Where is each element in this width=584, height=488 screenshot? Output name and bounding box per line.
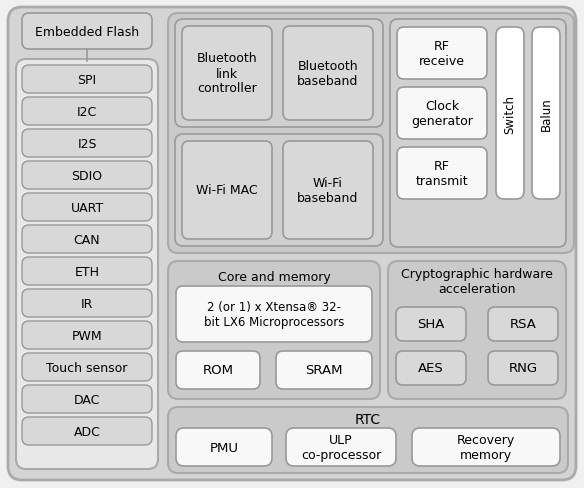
Text: Bluetooth
baseband: Bluetooth baseband (297, 60, 359, 88)
FancyBboxPatch shape (175, 135, 383, 246)
FancyBboxPatch shape (16, 60, 158, 469)
Text: RTC: RTC (355, 412, 381, 426)
FancyBboxPatch shape (22, 258, 152, 285)
FancyBboxPatch shape (488, 351, 558, 385)
Text: Wi-Fi
baseband: Wi-Fi baseband (297, 177, 359, 204)
FancyBboxPatch shape (22, 162, 152, 190)
FancyBboxPatch shape (390, 20, 566, 247)
Text: AES: AES (418, 362, 444, 375)
Text: SDIO: SDIO (71, 169, 103, 182)
Text: IR: IR (81, 297, 93, 310)
FancyBboxPatch shape (182, 142, 272, 240)
FancyBboxPatch shape (488, 307, 558, 341)
FancyBboxPatch shape (22, 385, 152, 413)
Text: I2S: I2S (77, 137, 97, 150)
FancyBboxPatch shape (176, 428, 272, 466)
FancyBboxPatch shape (176, 351, 260, 389)
Text: Bluetooth
link
controller: Bluetooth link controller (197, 52, 258, 95)
FancyBboxPatch shape (168, 262, 380, 399)
FancyBboxPatch shape (168, 14, 574, 253)
Text: Balun: Balun (540, 97, 552, 131)
Text: Clock
generator: Clock generator (411, 100, 473, 128)
Text: RF
receive: RF receive (419, 40, 465, 68)
Text: Switch: Switch (503, 94, 516, 133)
Text: SPI: SPI (78, 73, 96, 86)
Text: 2 (or 1) x Xtensa® 32-
bit LX6 Microprocessors: 2 (or 1) x Xtensa® 32- bit LX6 Microproc… (204, 301, 344, 328)
Text: SRAM: SRAM (305, 364, 343, 377)
FancyBboxPatch shape (22, 289, 152, 317)
FancyBboxPatch shape (396, 351, 466, 385)
FancyBboxPatch shape (22, 417, 152, 445)
FancyBboxPatch shape (176, 286, 372, 342)
Text: PWM: PWM (72, 329, 102, 342)
FancyBboxPatch shape (8, 8, 576, 480)
FancyBboxPatch shape (388, 262, 566, 399)
Text: RF
transmit: RF transmit (416, 160, 468, 187)
FancyBboxPatch shape (22, 225, 152, 253)
Text: CAN: CAN (74, 233, 100, 246)
FancyBboxPatch shape (283, 27, 373, 121)
FancyBboxPatch shape (22, 66, 152, 94)
Text: UART: UART (71, 201, 103, 214)
Text: ULP
co-processor: ULP co-processor (301, 433, 381, 461)
Text: SHA: SHA (418, 318, 444, 331)
Text: Recovery
memory: Recovery memory (457, 433, 515, 461)
Text: Wi-Fi MAC: Wi-Fi MAC (196, 184, 258, 197)
Text: Cryptographic hardware
acceleration: Cryptographic hardware acceleration (401, 267, 553, 295)
Text: Embedded Flash: Embedded Flash (35, 25, 139, 39)
FancyBboxPatch shape (496, 28, 524, 200)
Text: PMU: PMU (210, 441, 238, 453)
FancyBboxPatch shape (532, 28, 560, 200)
FancyBboxPatch shape (396, 307, 466, 341)
Text: RSA: RSA (510, 318, 537, 331)
FancyBboxPatch shape (22, 194, 152, 222)
FancyBboxPatch shape (22, 130, 152, 158)
FancyBboxPatch shape (168, 407, 568, 473)
FancyBboxPatch shape (276, 351, 372, 389)
Text: ADC: ADC (74, 425, 100, 438)
FancyBboxPatch shape (22, 14, 152, 50)
FancyBboxPatch shape (283, 142, 373, 240)
Text: ROM: ROM (203, 364, 234, 377)
Text: ETH: ETH (75, 265, 99, 278)
FancyBboxPatch shape (175, 20, 383, 128)
Text: RNG: RNG (509, 362, 537, 375)
Text: I2C: I2C (77, 105, 97, 118)
FancyBboxPatch shape (22, 353, 152, 381)
FancyBboxPatch shape (397, 88, 487, 140)
Text: DAC: DAC (74, 393, 100, 406)
Text: Core and memory: Core and memory (218, 270, 331, 283)
FancyBboxPatch shape (22, 98, 152, 126)
FancyBboxPatch shape (412, 428, 560, 466)
Text: Touch sensor: Touch sensor (46, 361, 128, 374)
FancyBboxPatch shape (286, 428, 396, 466)
FancyBboxPatch shape (22, 321, 152, 349)
FancyBboxPatch shape (397, 148, 487, 200)
FancyBboxPatch shape (182, 27, 272, 121)
FancyBboxPatch shape (397, 28, 487, 80)
